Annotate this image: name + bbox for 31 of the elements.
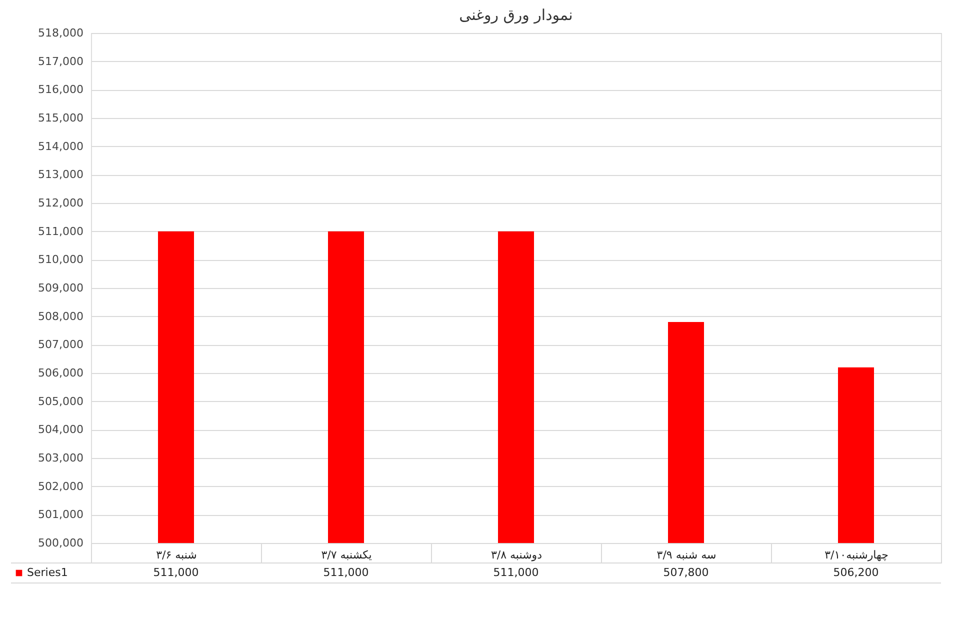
y-tick-label: 505,000	[38, 394, 84, 408]
x-tick-label: یکشنبه ۳/۷	[321, 548, 372, 562]
y-tick-label: 511,000	[38, 224, 84, 238]
data-label: 507,800	[663, 566, 709, 579]
data-label: 511,000	[493, 566, 539, 579]
x-tick-label: دوشنبه ۳/۸	[491, 548, 542, 562]
y-tick-label: 500,000	[38, 536, 84, 550]
y-tick-label: 506,000	[38, 366, 84, 380]
y-tick-label: 502,000	[38, 480, 84, 493]
y-tick-label: 512,000	[38, 196, 84, 210]
x-tick-label: سه شنبه ۳/۹	[656, 548, 716, 562]
x-tick-label: شنبه ۳/۶	[156, 548, 197, 562]
y-tick-label: 516,000	[38, 83, 84, 96]
data-label: 511,000	[323, 566, 369, 579]
legend-label: Series1	[27, 566, 68, 579]
y-tick-label: 518,000	[38, 26, 84, 40]
y-tick-label: 514,000	[38, 140, 84, 153]
y-tick-label: 513,000	[38, 168, 84, 182]
x-tick-label: چهارشنبه۳/۱۰	[824, 548, 888, 562]
y-tick-label: 503,000	[38, 452, 84, 464]
data-label: 511,000	[153, 566, 199, 579]
y-tick-label: 517,000	[38, 54, 84, 68]
y-tick-label: 509,000	[38, 282, 84, 294]
y-tick-label: 504,000	[38, 423, 84, 436]
chart-title: نمودار ورق روغنی	[459, 6, 573, 24]
y-tick-label: 501,000	[38, 508, 84, 522]
y-tick-label: 510,000	[38, 253, 84, 266]
data-label: 506,200	[833, 566, 879, 579]
y-tick-label: 507,000	[38, 338, 84, 352]
y-tick-label: 508,000	[38, 310, 84, 323]
y-tick-label: 515,000	[38, 112, 84, 124]
